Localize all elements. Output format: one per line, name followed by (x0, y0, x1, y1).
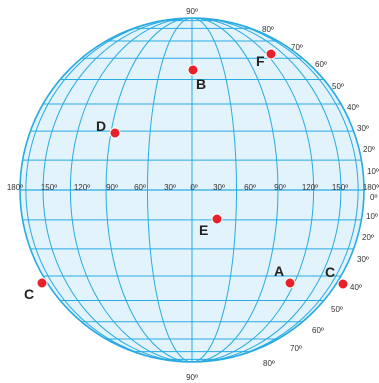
lon-label: 150º (41, 183, 57, 192)
point-E-label: E (199, 222, 208, 238)
lat-label: 10º (367, 167, 379, 176)
lat-label: 20º (363, 145, 375, 154)
lon-label: 60º (244, 183, 256, 192)
lat-label: 0º (370, 193, 377, 202)
point-F: F (256, 48, 277, 69)
point-C-right-label: C (325, 264, 335, 280)
lon-label: 60º (134, 183, 146, 192)
lon-label: 30º (164, 183, 176, 192)
lon-label: 0º (190, 183, 197, 192)
sphere-outline (19, 17, 365, 363)
meridian-line (25, 18, 359, 362)
lat-label: 60º (315, 60, 327, 69)
lon-label: 180º (363, 183, 379, 192)
point-B-marker (187, 64, 199, 76)
lat-label: 60º (312, 326, 324, 335)
meridian-line (69, 18, 315, 362)
equator-longitude-labels: 180º 150º 120º 90º 60º 30º 0º 30º 60º 90… (7, 183, 379, 192)
lon-label: 180º (7, 183, 23, 192)
lat-label: 30º (357, 124, 369, 133)
lat-label: 20º (362, 233, 374, 242)
point-B: B (187, 64, 206, 92)
point-D-label: D (96, 118, 106, 134)
point-A: A (274, 263, 296, 289)
point-E-marker (211, 213, 223, 225)
point-C-right-marker (337, 278, 349, 290)
lat-label: 80º (263, 359, 275, 368)
lat-label: 50º (332, 82, 344, 91)
point-E: E (199, 213, 223, 238)
lon-label: 120º (74, 183, 90, 192)
point-B-label: B (196, 76, 206, 92)
lon-label: 90º (106, 183, 118, 192)
lat-label: 30º (357, 255, 369, 264)
lat-label: 70º (290, 344, 302, 353)
point-C-left-marker (36, 277, 48, 289)
point-C-left: C (24, 277, 48, 302)
lat-label: 80º (262, 25, 274, 34)
latitude-labels-south: 10º 20º 30º 40º 50º 60º 70º 80º (263, 212, 378, 368)
lat-label: 40º (350, 283, 362, 292)
latitude-labels-north: 80º 70º 60º 50º 40º 30º 20º 10º 0º (262, 25, 379, 202)
label-bottom-pole: 90º (186, 373, 198, 382)
lat-label: 50º (331, 305, 343, 314)
point-A-marker (284, 277, 296, 289)
meridian-line (42, 18, 342, 362)
lon-label: 30º (213, 183, 225, 192)
lon-label: 120º (302, 183, 318, 192)
meridian-line (146, 18, 238, 362)
point-F-label: F (256, 53, 265, 69)
point-D-marker (109, 127, 121, 139)
lat-label: 70º (291, 43, 303, 52)
label-top-pole: 90º (186, 7, 198, 16)
point-D: D (96, 118, 121, 139)
lat-label: 10º (366, 212, 378, 221)
point-C-left-label: C (24, 286, 34, 302)
lon-label: 90º (274, 183, 286, 192)
meridian-line (105, 18, 279, 362)
point-A-label: A (274, 263, 284, 279)
lat-label: 40º (347, 103, 359, 112)
lon-label: 150º (332, 183, 348, 192)
point-F-marker (265, 48, 277, 60)
point-C-right: C (325, 264, 349, 290)
